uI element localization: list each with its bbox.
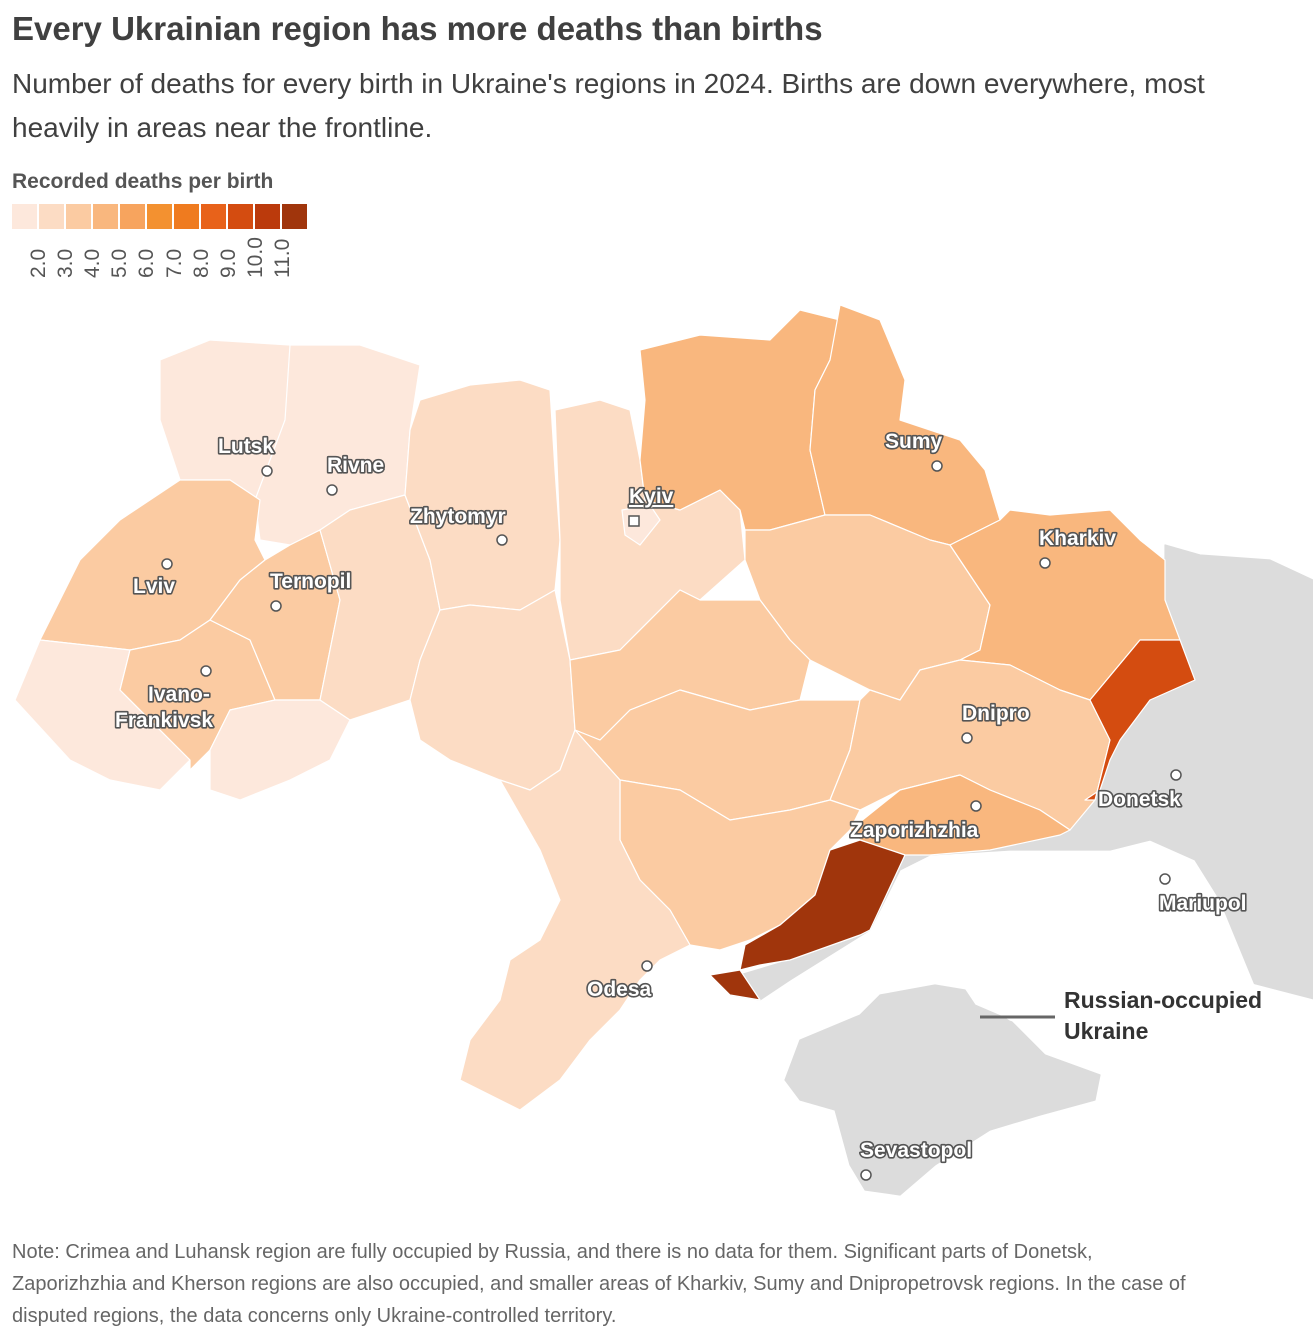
legend-swatch [93, 204, 118, 229]
legend-tick: 6.0 [135, 248, 159, 278]
legend-swatch [120, 204, 145, 229]
city-label: Mariupol [1159, 892, 1247, 915]
chart-title: Every Ukrainian region has more deaths t… [12, 10, 823, 47]
city-marker [860, 1169, 872, 1181]
legend-swatch [12, 204, 37, 229]
footnote-line-2: Zaporizhzhia and Kherson regions are als… [12, 1273, 1186, 1295]
city-marker [326, 484, 338, 496]
footnote-line-3: disputed regions, the data concerns only… [12, 1305, 617, 1327]
legend-tick: 10.0 [243, 237, 267, 278]
legend-color-scale [12, 204, 309, 229]
legend-tick: 3.0 [54, 248, 78, 278]
crimea [784, 984, 1101, 1196]
legend-swatch [201, 204, 226, 229]
city-label: Kharkiv [1039, 527, 1116, 550]
subtitle-line-2: heavily in areas near the frontline. [12, 112, 433, 143]
city-marker [641, 960, 653, 972]
legend-swatch [255, 204, 280, 229]
footnote-line-1: Note: Crimea and Luhansk region are full… [12, 1241, 1093, 1263]
city-label: Rivne [327, 454, 384, 477]
city-marker [961, 732, 973, 744]
city-label: Zhytomyr [410, 505, 506, 528]
city-label: Frankivsk [115, 709, 213, 732]
city-label: Ternopil [270, 570, 351, 593]
regions-layer [14, 304, 1196, 1111]
legend-swatch [228, 204, 253, 229]
city-label: Lutsk [218, 435, 274, 458]
region-kyiv-city [621, 504, 661, 546]
city-label: Sevastopol [860, 1139, 972, 1162]
occupied-annotation: Russian-occupied Ukraine [980, 987, 1262, 1044]
city-label: Kyiv [629, 485, 674, 508]
legend-swatch [282, 204, 307, 229]
city-marker [270, 600, 282, 612]
legend-tick: 8.0 [189, 248, 213, 278]
city-marker [496, 534, 508, 546]
city-marker [970, 800, 982, 812]
city-marker [1039, 557, 1051, 569]
city-label: Odesa [587, 978, 652, 1001]
region-kherson-south [709, 969, 761, 1001]
city-label: Donetsk [1098, 788, 1181, 811]
legend-tick: 7.0 [162, 248, 186, 278]
legend-swatch [66, 204, 91, 229]
legend-swatch [39, 204, 64, 229]
subtitle-line-1: Number of deaths for every birth in Ukra… [12, 68, 1205, 99]
city-label: Ivano- [148, 683, 210, 706]
city-label: Lviv [133, 575, 175, 598]
legend-tick: 5.0 [108, 248, 132, 278]
legend-swatch [174, 204, 199, 229]
region-donetsk [1084, 639, 1196, 801]
occupied-label-line-2: Ukraine [1064, 1018, 1148, 1044]
city-label: Zaporizhzhia [850, 819, 979, 842]
city-marker [1170, 769, 1182, 781]
city-marker [261, 465, 273, 477]
city-marker [161, 558, 173, 570]
city-label: Dnipro [962, 702, 1030, 725]
region-odesa [459, 729, 691, 1111]
legend-tick: 4.0 [81, 248, 105, 278]
occupied-label-line-1: Russian-occupied [1064, 987, 1262, 1013]
city-marker [628, 515, 640, 527]
footnote: Note: Crimea and Luhansk region are full… [12, 1236, 1312, 1332]
legend-title: Recorded deaths per birth [12, 170, 274, 193]
legend-tick: 2.0 [27, 248, 50, 278]
city-marker [931, 460, 943, 472]
city-marker [1159, 873, 1171, 885]
region-chernivtsi [209, 699, 351, 801]
ukraine-map: Russian-occupied Ukraine Lutsk Rivne Zhytom… [14, 304, 1313, 1196]
legend-tick: 9.0 [216, 248, 240, 278]
region-sumy [809, 304, 1001, 546]
region-kherson [739, 839, 906, 971]
legend-tick: 11.0 [270, 238, 294, 278]
chart-subtitle: Number of deaths for every birth in Ukra… [12, 62, 1313, 150]
city-marker [200, 665, 212, 677]
region-zaporizhzhia [849, 774, 1071, 856]
legend-swatch [147, 204, 172, 229]
cities-layer: Lutsk Rivne Zhytomyr Kyiv Sumy Kharkiv Lviv Ter… [113, 428, 1248, 1181]
city-label: Sumy [885, 430, 943, 453]
azov-sea [979, 939, 1313, 1041]
